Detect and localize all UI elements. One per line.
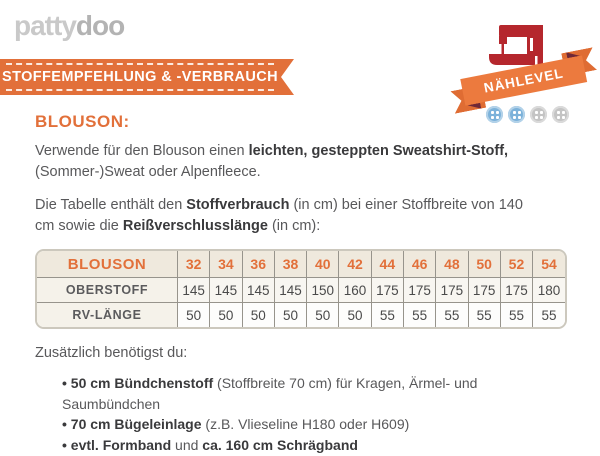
sewing-machine-icon <box>479 20 549 76</box>
intro-paragraph: Verwende für den Blouson einen leichten,… <box>35 141 540 182</box>
logo-part-2: doo <box>75 10 125 41</box>
button-holes-icon <box>556 110 565 119</box>
section-title: STOFFEMPFEHLUNG & -VERBRAUCH <box>2 69 278 85</box>
level-button-4-inactive <box>552 106 569 123</box>
table-row-oberstoff: OBERSTOFF 145 145 145 145 150 160 175 17… <box>37 277 565 304</box>
level-button-2-active <box>508 106 525 123</box>
table-description-paragraph: Die Tabelle enthält den Stoffverbrauch (… <box>35 197 523 234</box>
extras-intro: Zusätzlich benötigst du: <box>35 345 188 362</box>
stoffverbrauch-term: Stoffverbrauch <box>186 197 290 214</box>
page-title: BLOUSON: <box>35 112 130 131</box>
section-ribbon-banner: STOFFEMPFEHLUNG & -VERBRAUCH <box>0 59 294 95</box>
pattydoo-logo: pattydoo <box>14 10 125 42</box>
intro-text-bold: leichten, gesteppten Sweatshirt-Stoff, <box>248 143 509 159</box>
level-button-3-inactive <box>530 106 547 123</box>
level-button-1-active <box>486 106 503 123</box>
main-content: BLOUSON: Verwende für den Blouson einen … <box>35 112 567 456</box>
skill-level-buttons <box>486 106 569 123</box>
stitch-line-bottom <box>6 89 274 91</box>
button-holes-icon <box>512 110 521 119</box>
table-header-row: BLOUSON 32 34 36 38 40 42 44 46 48 50 52… <box>37 251 565 279</box>
rv-laenge-term: Reißverschlusslänge <box>122 217 268 234</box>
fabric-consumption-table: BLOUSON 32 34 36 38 40 42 44 46 48 50 52… <box>35 249 567 330</box>
list-item: 70 cm Bügeleinlage (z.B. Vlieseline H180… <box>62 414 567 435</box>
table-title-cell: BLOUSON <box>37 251 178 279</box>
button-holes-icon <box>534 110 543 119</box>
stitch-line-top <box>6 63 274 65</box>
intro-text-end: (Sommer-)Sweat oder Alpenfleece. <box>35 163 261 180</box>
list-item: evtl. Formband und ca. 160 cm Schrägband <box>62 435 567 456</box>
intro-text: Verwende für den Blouson einen <box>35 143 249 159</box>
logo-part-1: patty <box>14 10 77 41</box>
extras-list: 50 cm Bündchenstoff (Stoffbreite 70 cm) … <box>35 373 567 455</box>
list-item: 50 cm Bündchenstoff (Stoffbreite 70 cm) … <box>62 373 567 414</box>
table-row-rv-laenge: RV-LÄNGE 50 50 50 50 50 50 55 55 55 55 5… <box>37 302 565 328</box>
button-holes-icon <box>490 110 499 119</box>
